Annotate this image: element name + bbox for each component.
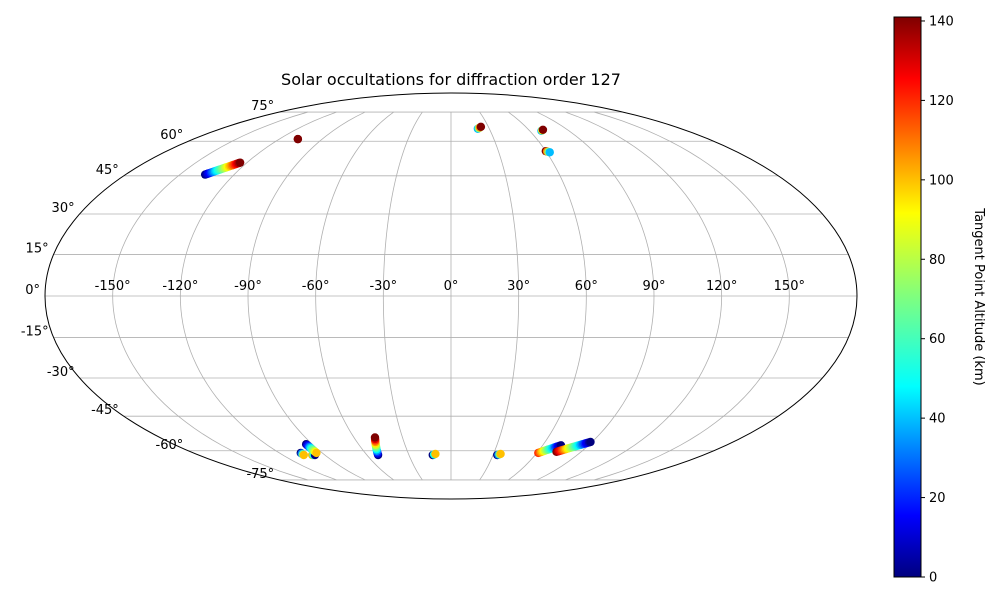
longitude-gridline bbox=[247, 111, 366, 481]
longitude-gridline bbox=[594, 111, 790, 481]
data-point bbox=[299, 450, 308, 460]
y-tick-label: 0° bbox=[25, 283, 40, 298]
y-tick-label: 75° bbox=[251, 99, 274, 114]
longitude-gridline bbox=[565, 111, 723, 481]
longitude-gridline bbox=[536, 111, 655, 481]
graticule-grid bbox=[45, 111, 857, 481]
y-tick-labels: -75° -60° -45° -30° -15° 0° 15° 30° 45° 60° 75° bbox=[21, 99, 274, 482]
y-tick-label: -60° bbox=[156, 438, 184, 453]
colorbar-tick-label: 0 bbox=[929, 571, 937, 586]
colorbar-tick-label: 20 bbox=[929, 491, 946, 506]
colorbar-tick-label: 80 bbox=[929, 253, 946, 268]
colorbar-tick-label: 120 bbox=[929, 94, 954, 109]
x-tick-label: -60° bbox=[302, 279, 330, 294]
colorbar-tick-label: 100 bbox=[929, 173, 954, 188]
colorbar-ticks: 0 20 40 60 80 100 120 140 bbox=[921, 14, 954, 586]
colorbar bbox=[893, 16, 922, 578]
x-tick-label: 120° bbox=[706, 279, 737, 294]
data-point bbox=[496, 449, 505, 459]
longitude-gridline bbox=[508, 111, 587, 481]
x-tick-label: 0° bbox=[444, 279, 459, 294]
data-point bbox=[431, 449, 440, 459]
map-boundary bbox=[44, 92, 858, 500]
data-point bbox=[293, 134, 303, 144]
x-tick-labels: -150° -120° -90° -60° -30° 0° 30° 60° 90° 120° 150… bbox=[95, 279, 805, 294]
data-point bbox=[476, 122, 486, 131]
x-tick-label: -90° bbox=[234, 279, 262, 294]
longitude-gridline bbox=[179, 111, 337, 481]
data-point bbox=[538, 125, 548, 134]
x-tick-label: 60° bbox=[575, 279, 598, 294]
data-points bbox=[200, 122, 595, 460]
y-tick-label: -75° bbox=[246, 467, 274, 482]
data-point bbox=[235, 158, 245, 167]
x-tick-label: -150° bbox=[95, 279, 131, 294]
chart-title: Solar occultations for diffraction order… bbox=[281, 70, 621, 89]
x-tick-label: -30° bbox=[369, 279, 397, 294]
x-tick-label: 150° bbox=[774, 279, 805, 294]
data-point bbox=[370, 433, 380, 442]
y-tick-label: -15° bbox=[21, 325, 49, 340]
longitude-gridline bbox=[479, 111, 520, 481]
data-point bbox=[545, 148, 554, 157]
data-point bbox=[586, 437, 595, 447]
x-tick-label: -120° bbox=[162, 279, 198, 294]
longitude-gridline bbox=[315, 111, 394, 481]
colorbar-tick-label: 60 bbox=[929, 332, 946, 347]
colorbar-tick-label: 140 bbox=[929, 14, 954, 29]
y-tick-label: 45° bbox=[96, 163, 119, 178]
longitude-gridline bbox=[382, 111, 423, 481]
x-tick-label: 30° bbox=[507, 279, 530, 294]
y-tick-label: 15° bbox=[26, 241, 49, 256]
y-tick-label: 60° bbox=[160, 128, 183, 143]
y-tick-label: 30° bbox=[52, 201, 75, 216]
y-tick-label: -45° bbox=[91, 403, 119, 418]
colorbar-tick-label: 40 bbox=[929, 412, 946, 427]
colorbar-label: Tangent Point Altitude (km) bbox=[971, 207, 986, 385]
data-point bbox=[312, 448, 321, 458]
y-tick-label: -30° bbox=[47, 365, 75, 380]
longitude-gridline bbox=[112, 111, 308, 481]
x-tick-label: 90° bbox=[642, 279, 665, 294]
